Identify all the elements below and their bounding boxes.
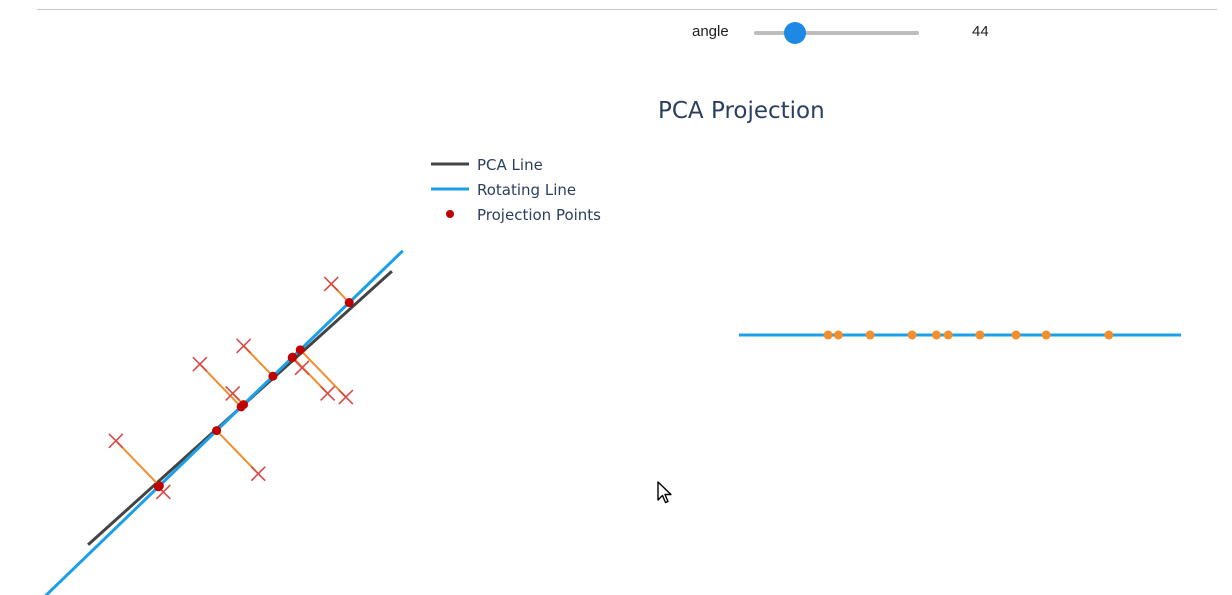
angle-slider-track[interactable] <box>754 31 919 35</box>
data-point-2 <box>225 385 241 401</box>
projected-value-point-8 <box>1041 330 1051 340</box>
data-point-5 <box>323 276 339 292</box>
data-point-8 <box>250 466 266 482</box>
projection-point-9 <box>288 352 298 362</box>
projection-point-8 <box>212 426 222 436</box>
projection-point-2 <box>239 400 249 410</box>
data-point-1 <box>192 356 208 372</box>
projected-value-point-6 <box>975 330 985 340</box>
projection-point-5 <box>344 298 354 308</box>
legend-label-rotating-line: Rotating Line <box>477 181 576 199</box>
mouse-cursor-icon <box>657 481 672 504</box>
angle-slider[interactable]: angle 44 <box>690 18 1010 48</box>
angle-slider-value: 44 <box>972 23 989 40</box>
projection-point-6 <box>295 345 305 355</box>
data-point-9 <box>320 385 336 401</box>
projected-value-point-0 <box>823 330 833 340</box>
projected-value-point-3 <box>907 330 917 340</box>
rotating-line <box>44 249 404 595</box>
projected-value-point-4 <box>931 330 941 340</box>
projection-plot <box>739 330 1181 340</box>
legend: PCA Line Rotating Line Projection Points <box>431 156 601 224</box>
data-point-3 <box>236 338 252 354</box>
projected-value-point-5 <box>943 330 953 340</box>
projection-point-3 <box>268 371 278 381</box>
projected-value-point-1 <box>833 330 843 340</box>
legend-label-projection-points: Projection Points <box>477 206 601 224</box>
data-point-4 <box>294 360 310 376</box>
projection-segment-0 <box>115 440 161 487</box>
projection-segment-8 <box>215 429 259 475</box>
projection-segment-6 <box>299 349 347 398</box>
projected-value-point-2 <box>865 330 875 340</box>
projection-chart-title: PCA Projection <box>658 98 825 124</box>
projection-point-7 <box>153 482 163 492</box>
scatter-plot <box>44 249 404 595</box>
legend-swatch-projection-points <box>446 210 454 218</box>
data-point-0 <box>108 433 124 449</box>
data-point-6 <box>338 389 354 405</box>
angle-slider-thumb[interactable] <box>784 22 806 44</box>
legend-label-pca-line: PCA Line <box>477 156 543 174</box>
projected-value-point-7 <box>1011 330 1021 340</box>
angle-slider-label: angle <box>692 23 729 40</box>
projected-value-point-9 <box>1104 330 1114 340</box>
top-divider <box>37 9 1217 10</box>
